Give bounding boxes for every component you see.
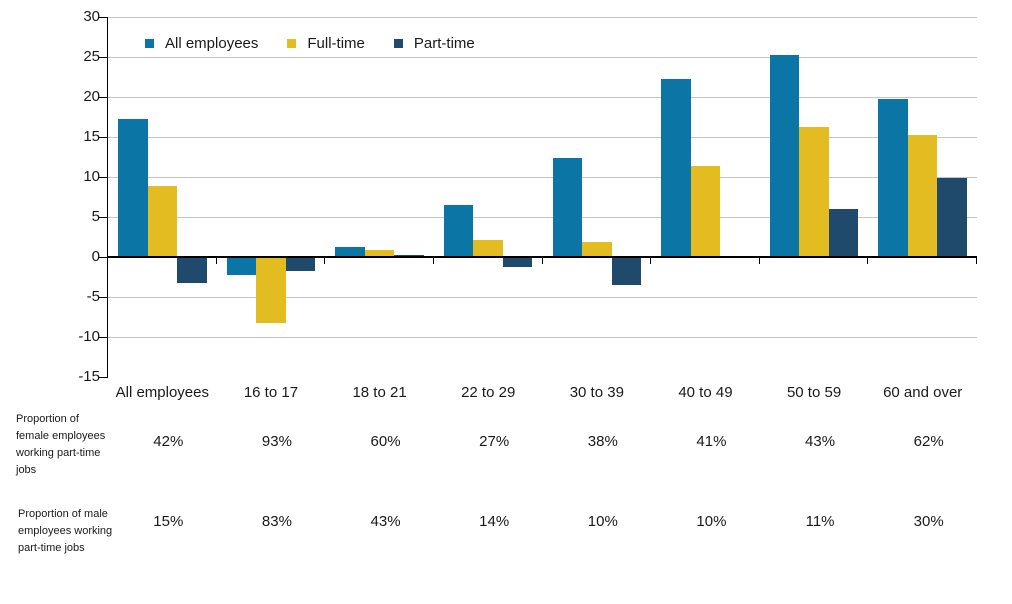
table-value-male-60-and-over: 30%: [913, 513, 944, 530]
x-axis-category-label-40-to-49: 40 to 49: [678, 384, 733, 401]
x-axis-tick: [650, 257, 652, 264]
y-axis-tick: [99, 57, 108, 58]
table-value-female-all-employees: 42%: [153, 433, 184, 450]
bar-full-time-60-and-over: [907, 134, 938, 257]
bar-part-time-22-to-29: [502, 257, 533, 267]
table-value-male-40-to-49: 10%: [696, 513, 727, 530]
table-value-male-22-to-29: 14%: [479, 513, 510, 530]
bar-all-employees-16-to-17: [226, 257, 257, 276]
bar-part-time-50-to-59: [828, 209, 859, 257]
bar-all-employees-40-to-49: [661, 78, 691, 257]
y-axis-tick: [99, 97, 108, 98]
table-value-male-50-to-59: 11%: [805, 513, 835, 530]
bar-all-employees-50-to-59: [769, 55, 800, 257]
legend-swatch-full-time: [287, 39, 297, 48]
x-axis-category-label-18-to-21: 18 to 21: [352, 384, 407, 401]
legend-item-full-time: Full-time: [287, 35, 365, 52]
legend: All employees Full-time Part-time: [145, 35, 475, 52]
gridline-5: [108, 217, 977, 218]
table-value-male-18-to-21: 43%: [370, 513, 401, 530]
x-axis-category-label-16-to-17: 16 to 17: [243, 384, 299, 401]
table-value-male-all-employees: 15%: [153, 513, 184, 530]
x-axis-category-label-60-and-over: 60 and over: [883, 384, 963, 401]
y-axis-tick: [99, 297, 108, 298]
y-axis-line: [107, 17, 108, 377]
y-axis-tick-label: 20: [83, 88, 100, 105]
gridline-15: [108, 137, 977, 138]
y-axis-tick: [99, 137, 108, 138]
x-axis-tick: [867, 257, 869, 264]
gridline-30: [108, 17, 977, 18]
x-axis-category-label-50-to-59: 50 to 59: [786, 384, 842, 401]
legend-item-all-employees: All employees: [145, 35, 258, 52]
bar-part-time-16-to-17: [285, 257, 316, 271]
bar-full-time-40-to-49: [690, 165, 721, 257]
legend-swatch-all-employees: [145, 39, 154, 48]
table-value-female-30-to-39: 38%: [587, 433, 618, 450]
x-axis-category-label-all-employees: All employees: [115, 384, 210, 401]
x-axis-tick: [324, 257, 326, 264]
table-row-label-female: Proportion of female employees working p…: [16, 413, 106, 476]
x-axis-tick: [432, 257, 434, 264]
y-axis-tick-label: 25: [83, 48, 100, 65]
x-axis-tick: [758, 257, 760, 264]
table-value-female-16-to-17: 93%: [261, 433, 292, 450]
bar-all-employees-60-and-over: [878, 98, 908, 257]
gridline-10: [108, 177, 977, 178]
table-row-label-male: Proportion of male employees working par…: [18, 508, 113, 554]
y-axis-tick: [99, 177, 108, 178]
gridline-25: [108, 57, 977, 58]
bar-full-time-50-to-59: [799, 127, 829, 257]
legend-swatch-part-time: [393, 39, 403, 48]
x-axis-category-label-30-to-39: 30 to 39: [569, 384, 624, 401]
bar-full-time-22-to-29: [473, 240, 503, 257]
x-axis-tick: [976, 257, 977, 264]
table-value-female-60-and-over: 62%: [913, 433, 944, 450]
bar-all-employees-30-to-39: [552, 157, 583, 257]
bar-all-employees-all-employees: [118, 118, 148, 257]
table-value-female-50-to-59: 43%: [805, 433, 836, 450]
table-value-male-16-to-17: 83%: [261, 513, 292, 530]
table-value-female-40-to-49: 41%: [696, 433, 727, 450]
bar-part-time-18-to-21: [394, 254, 424, 257]
y-axis-tick: [99, 377, 108, 378]
y-axis-tick-label: -10: [78, 328, 100, 345]
legend-label-all-employees: All employees: [165, 35, 259, 52]
y-axis-tick: [99, 257, 108, 258]
y-axis-tick-label: 5: [91, 208, 100, 225]
gridline--10: [108, 337, 977, 338]
y-axis-tick: [99, 17, 108, 18]
bar-full-time-18-to-21: [364, 249, 395, 257]
table-value-male-30-to-39: 10%: [587, 513, 618, 530]
x-axis-zero-line: [108, 256, 977, 258]
table-value-female-22-to-29: 27%: [479, 433, 510, 450]
y-axis-tick-label: -15: [78, 368, 100, 385]
bar-all-employees-22-to-29: [443, 205, 474, 257]
plot-area: All employees Full-time Part-time: [99, 17, 977, 378]
y-axis-tick: [99, 217, 108, 218]
y-axis-tick-label: 15: [83, 128, 100, 145]
bar-part-time-60-and-over: [937, 177, 967, 257]
x-axis-category-label-22-to-29: 22 to 29: [461, 384, 516, 401]
y-axis-tick-label: -5: [86, 288, 100, 305]
legend-label-full-time: Full-time: [307, 35, 365, 52]
bar-full-time-30-to-39: [582, 241, 612, 257]
x-axis-tick: [541, 257, 543, 264]
gridline-20: [108, 97, 977, 98]
legend-label-part-time: Part-time: [413, 35, 475, 52]
bar-full-time-16-to-17: [256, 257, 286, 324]
table-value-female-18-to-21: 60%: [370, 433, 401, 450]
gridline--5: [108, 297, 977, 298]
bar-full-time-all-employees: [147, 185, 178, 257]
x-axis-tick: [215, 257, 217, 264]
bar-part-time-all-employees: [177, 257, 207, 283]
bar-part-time-30-to-39: [611, 257, 642, 285]
bar-all-employees-18-to-21: [335, 247, 365, 257]
y-axis-tick: [99, 337, 108, 338]
legend-item-part-time: Part-time: [393, 35, 475, 52]
y-axis-tick-label: 10: [83, 168, 100, 185]
y-axis-tick-label: 0: [91, 248, 100, 265]
y-axis-tick-label: 30: [83, 8, 100, 25]
